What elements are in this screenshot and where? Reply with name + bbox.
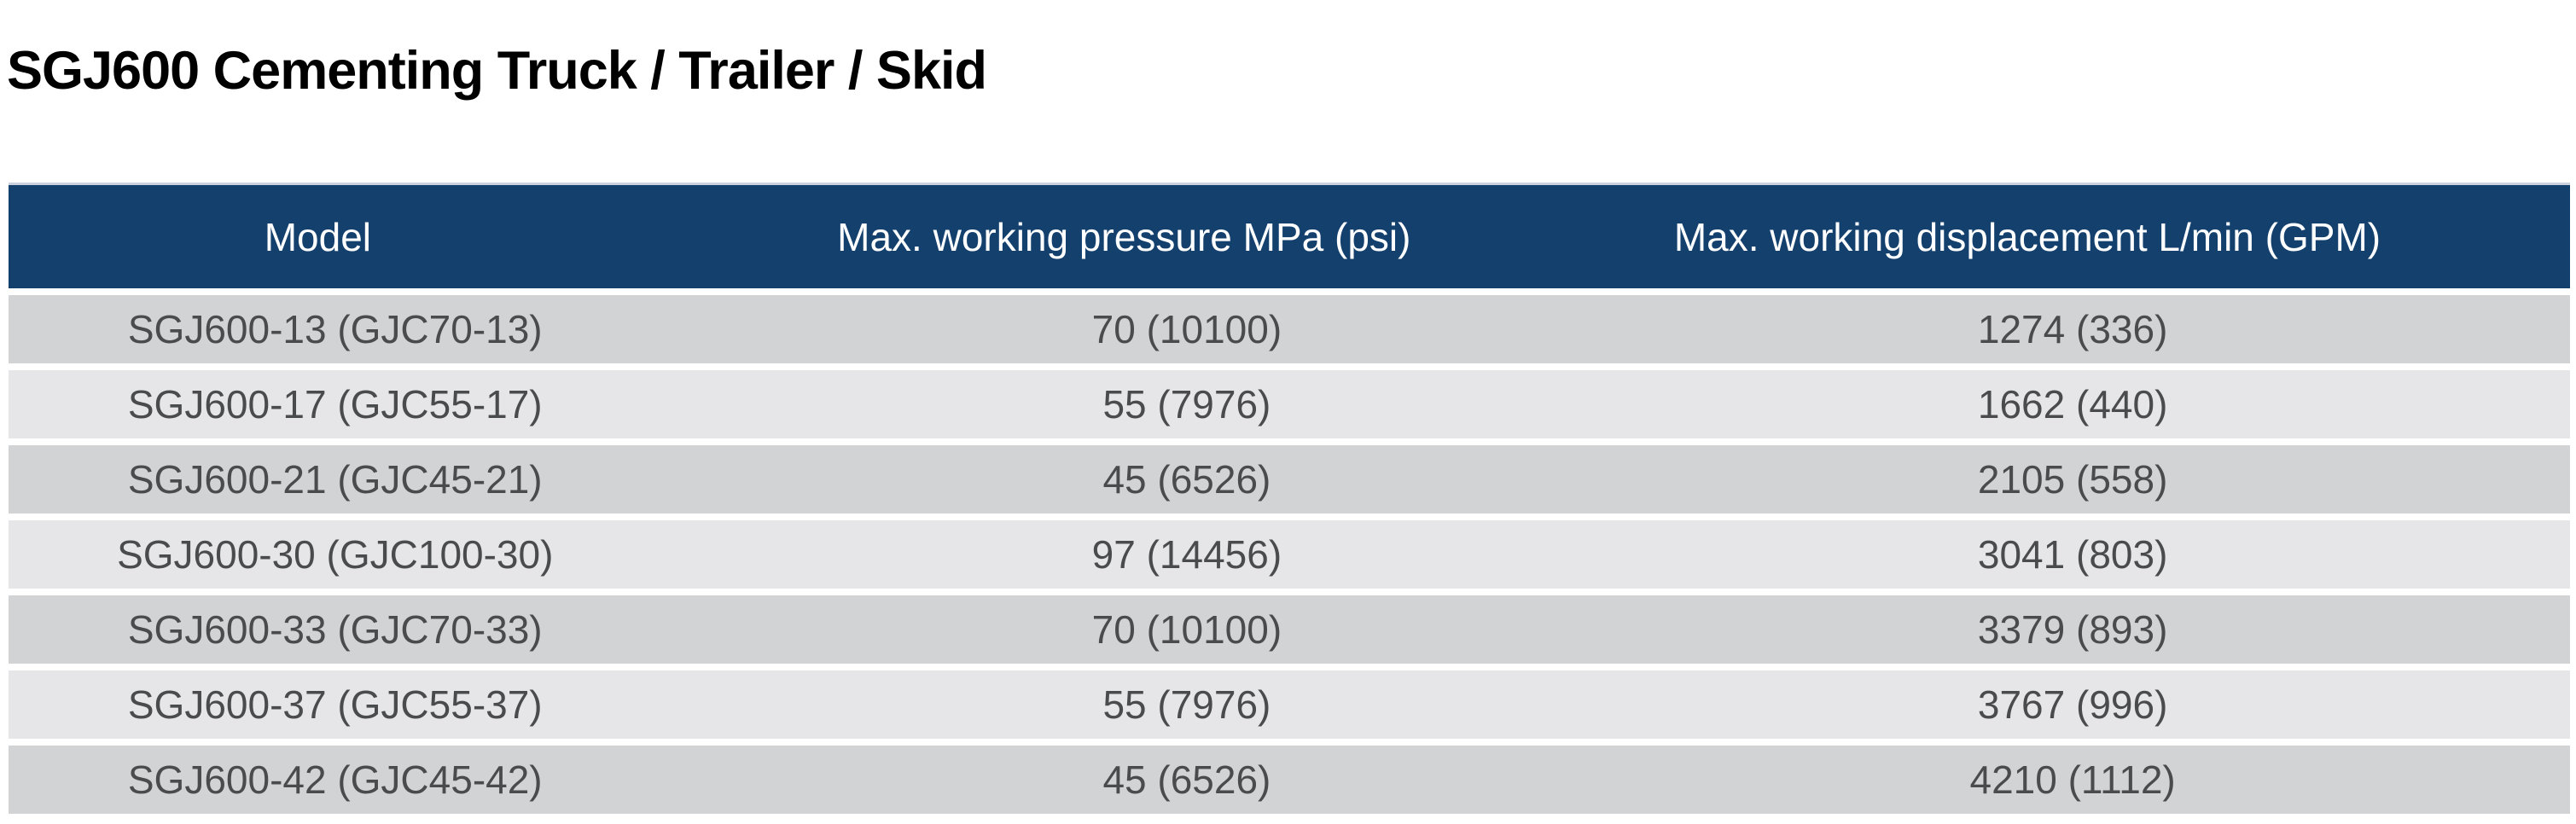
spec-table: Model Max. working pressure MPa (psi) Ma… bbox=[9, 183, 2570, 814]
pressure-cell: 70 (10100) bbox=[1091, 307, 1282, 351]
displacement-cell: 3767 (996) bbox=[1977, 682, 2168, 727]
displacement-cell: 1662 (440) bbox=[1977, 382, 2168, 427]
column-header-pressure: Max. working pressure MPa (psi) bbox=[837, 214, 1411, 259]
table-row: SGJ600-37 (GJC55-37) 55 (7976) 3767 (996… bbox=[9, 670, 2570, 739]
table-row: SGJ600-30 (GJC100-30) 97 (14456) 3041 (8… bbox=[9, 520, 2570, 589]
column-header-displacement: Max. working displacement L/min (GPM) bbox=[1673, 214, 2381, 259]
table-row: SGJ600-21 (GJC45-21) 45 (6526) 2105 (558… bbox=[9, 445, 2570, 514]
pressure-cell: 45 (6526) bbox=[1102, 457, 1271, 502]
table-header-row: Model Max. working pressure MPa (psi) Ma… bbox=[9, 183, 2570, 288]
pressure-cell: 55 (7976) bbox=[1102, 682, 1271, 727]
table-row: SGJ600-33 (GJC70-33) 70 (10100) 3379 (89… bbox=[9, 595, 2570, 664]
pressure-cell: 70 (10100) bbox=[1091, 607, 1282, 652]
model-cell: SGJ600-42 (GJC45-42) bbox=[127, 757, 543, 802]
table-row: SGJ600-42 (GJC45-42) 45 (6526) 4210 (111… bbox=[9, 746, 2570, 814]
pressure-cell: 45 (6526) bbox=[1102, 757, 1271, 802]
table-row: SGJ600-17 (GJC55-17) 55 (7976) 1662 (440… bbox=[9, 370, 2570, 438]
model-cell: SGJ600-37 (GJC55-37) bbox=[127, 682, 543, 727]
page-title: SGJ600 Cementing Truck / Trailer / Skid bbox=[7, 41, 987, 102]
pressure-cell: 97 (14456) bbox=[1091, 532, 1282, 577]
model-cell: SGJ600-33 (GJC70-33) bbox=[127, 607, 543, 652]
displacement-cell: 1274 (336) bbox=[1977, 307, 2168, 351]
model-cell: SGJ600-21 (GJC45-21) bbox=[127, 457, 543, 502]
table-body: SGJ600-13 (GJC70-13) 70 (10100) 1274 (33… bbox=[9, 295, 2570, 814]
model-cell: SGJ600-30 (GJC100-30) bbox=[117, 532, 554, 577]
displacement-cell: 3379 (893) bbox=[1977, 607, 2168, 652]
table-row: SGJ600-13 (GJC70-13) 70 (10100) 1274 (33… bbox=[9, 295, 2570, 363]
displacement-cell: 4210 (1112) bbox=[1969, 757, 2176, 802]
column-header-model: Model bbox=[264, 214, 371, 259]
pressure-cell: 55 (7976) bbox=[1102, 382, 1271, 427]
model-cell: SGJ600-13 (GJC70-13) bbox=[127, 307, 543, 351]
displacement-cell: 2105 (558) bbox=[1977, 457, 2168, 502]
model-cell: SGJ600-17 (GJC55-17) bbox=[127, 382, 543, 427]
displacement-cell: 3041 (803) bbox=[1977, 532, 2168, 577]
